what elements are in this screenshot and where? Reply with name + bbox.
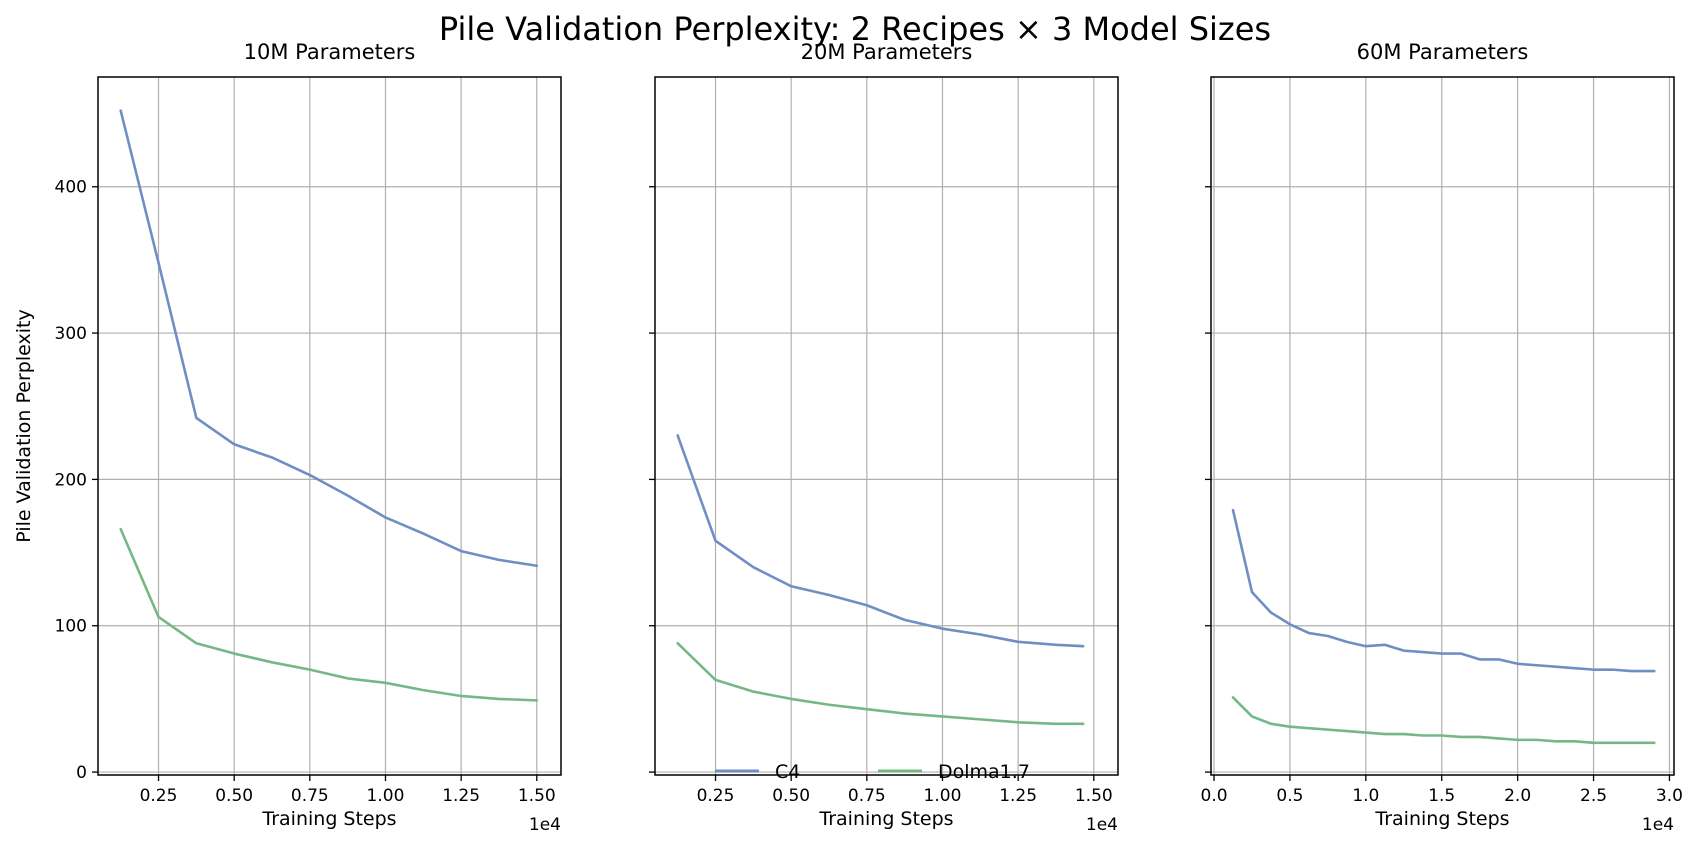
x-axis-label: Training Steps — [818, 808, 953, 830]
x-tick-label: 0.50 — [215, 786, 253, 806]
y-tick-label: 0 — [76, 763, 87, 783]
x-tick-label: 0.50 — [772, 786, 810, 806]
x-tick-label: 1.50 — [1075, 786, 1113, 806]
legend-label: C4 — [775, 761, 800, 783]
axes-frame — [654, 76, 1119, 776]
chart-panel-3: 0.0 0.5 1.0 1.5 2.0 2.5 3.0 60M Parameters Train… — [1201, 40, 1683, 835]
chart-panel-2: 0.25 0.50 0.75 1.00 1.25 1.50 20M Parameters Tr… — [649, 40, 1119, 835]
panel-title: 20M Parameters — [801, 40, 973, 64]
legend-label: Dolma1.7 — [938, 761, 1030, 783]
legend: C4 Dolma1.7 — [715, 761, 1030, 783]
x-tick-label: 0.5 — [1276, 786, 1303, 806]
series-line-dolma1-7 — [676, 641, 1085, 726]
series-line-dolma1-7 — [1231, 696, 1656, 745]
x-tick-label: 0.75 — [848, 786, 886, 806]
x-offset-label: 1e4 — [529, 815, 561, 835]
x-tick-label: 0.0 — [1201, 786, 1228, 806]
chart-panel-1: 0.25 0.50 0.75 1.00 1.25 1.50 0 100 200 300 400 10M… — [13, 40, 562, 835]
x-tick-label: 1.25 — [442, 786, 480, 806]
y-tick-label: 400 — [55, 178, 87, 198]
x-tick-label: 1.5 — [1428, 786, 1455, 806]
x-offset-label: 1e4 — [1086, 815, 1118, 835]
chart-panels: 0.25 0.50 0.75 1.00 1.25 1.50 0 100 200 300 400 10M… — [13, 40, 1683, 835]
x-tick-label: 0.25 — [140, 786, 178, 806]
series-line-c4 — [119, 109, 539, 568]
x-tick-label: 1.25 — [999, 786, 1037, 806]
y-axis-label: Pile Validation Perplexity — [13, 309, 35, 542]
x-tick-label: 2.0 — [1504, 786, 1531, 806]
x-tick-label: 1.00 — [924, 786, 962, 806]
x-tick-label: 1.50 — [518, 786, 556, 806]
x-tick-label: 1.0 — [1352, 786, 1379, 806]
y-tick-label: 300 — [55, 324, 87, 344]
series-line-c4 — [1231, 508, 1656, 673]
x-tick-label: 1.00 — [367, 786, 405, 806]
panel-title: 10M Parameters — [244, 40, 416, 64]
axes-frame — [1210, 76, 1675, 776]
x-tick-label: 0.75 — [291, 786, 329, 806]
series-line-c4 — [676, 434, 1085, 648]
legend-entry-c4: C4 — [715, 761, 800, 783]
x-axis-label: Training Steps — [1374, 808, 1509, 830]
series-line-dolma1-7 — [119, 527, 539, 702]
y-tick-label: 100 — [55, 617, 87, 637]
figure-title: Pile Validation Perplexity: 2 Recipes × … — [439, 10, 1271, 48]
x-offset-label: 1e4 — [1642, 815, 1674, 835]
x-tick-label: 2.5 — [1580, 786, 1607, 806]
x-tick-label: 3.0 — [1656, 786, 1683, 806]
x-axis-label: Training Steps — [261, 808, 396, 830]
axes-frame — [97, 76, 562, 776]
y-tick-label: 200 — [55, 470, 87, 490]
x-tick-label: 0.25 — [697, 786, 735, 806]
panel-title: 60M Parameters — [1357, 40, 1529, 64]
legend-entry-dolma1-7: Dolma1.7 — [878, 761, 1030, 783]
